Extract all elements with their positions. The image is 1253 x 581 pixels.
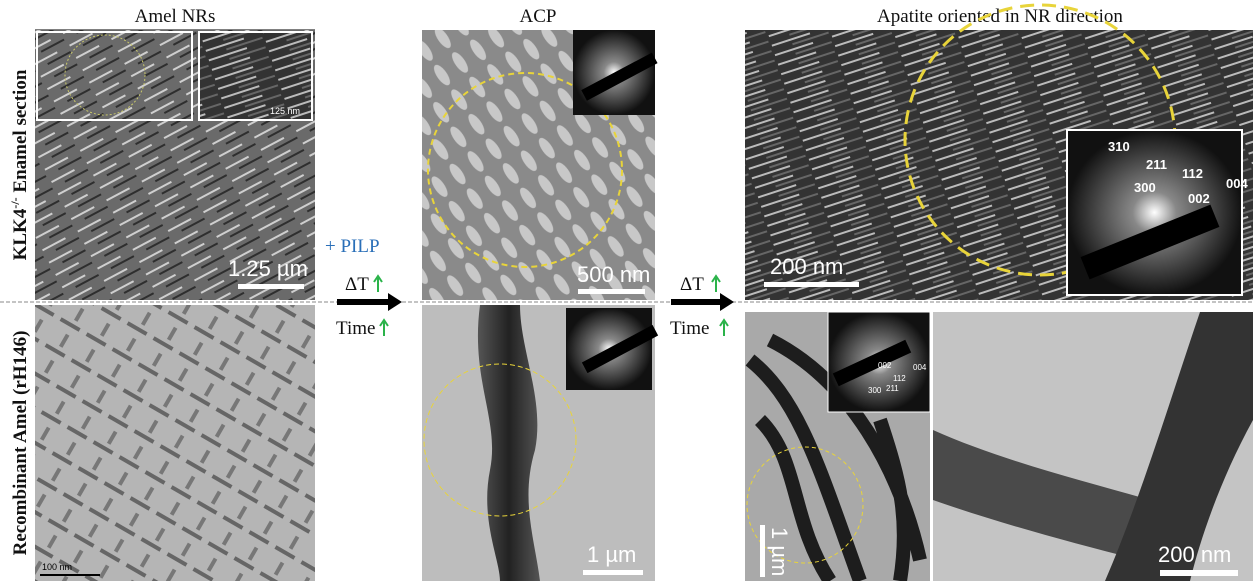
page: Figure {"columns": ["Amel NRs", "ACP", "… xyxy=(0,0,1253,581)
diffraction-label: 211 xyxy=(1146,157,1167,172)
process-arrow xyxy=(671,293,734,311)
scale-bar xyxy=(764,282,859,287)
diffraction-label: 112 xyxy=(893,374,906,383)
body: Amel NRs ACP Apatite oriented in NR dire… xyxy=(0,0,1253,581)
column-title: Amel NRs xyxy=(135,6,216,27)
scale-bar-label: 100 nm xyxy=(42,562,72,572)
column-title: Apatite oriented in NR direction xyxy=(877,6,1123,27)
scale-bar-label: 1 µm xyxy=(767,527,792,576)
figure: Amel NRs ACP Apatite oriented in NR dire… xyxy=(0,0,1253,581)
increase-arrow xyxy=(374,276,382,292)
scale-bar-label: 1 µm xyxy=(587,542,636,567)
diffraction-label: 002 xyxy=(878,361,892,370)
scale-bar xyxy=(238,284,304,289)
micrograph xyxy=(35,305,315,581)
diffraction-label: 211 xyxy=(886,384,899,393)
additive-label: + PILP xyxy=(325,236,380,257)
scale-bar xyxy=(1160,570,1238,576)
temperature-label: ΔT xyxy=(345,274,369,295)
diffraction-label: 112 xyxy=(1182,166,1203,181)
diffraction-inset xyxy=(573,30,655,115)
row-label: Recombinant Amel (rH146) xyxy=(10,331,31,556)
time-label: Time xyxy=(670,318,709,339)
column-title: ACP xyxy=(520,6,557,27)
increase-arrow xyxy=(712,276,720,292)
scale-bar-label: 125 nm xyxy=(270,106,300,116)
scale-bar-label: 200 nm xyxy=(770,254,843,279)
diffraction-label: 300 xyxy=(868,386,882,395)
scale-bar xyxy=(583,570,643,575)
scale-bar xyxy=(578,289,645,294)
row-label-main: KLK4 xyxy=(10,208,31,260)
increase-arrow xyxy=(720,320,728,336)
row-label: KLK4-/- Enamel section xyxy=(8,69,31,260)
scale-bar-label: 1.25 µm xyxy=(228,256,308,281)
scale-bar-label: 200 nm xyxy=(1158,542,1231,567)
scale-bar-label: 500 nm xyxy=(577,262,650,287)
diffraction-label: 004 xyxy=(913,363,927,372)
temperature-label: ΔT xyxy=(680,274,704,295)
scale-bar xyxy=(760,525,765,577)
diffraction-label: 310 xyxy=(1108,139,1130,154)
diffraction-label: 004 xyxy=(1226,176,1248,191)
scale-bar xyxy=(40,574,100,576)
row-label-superscript: -/- xyxy=(8,197,22,208)
diffraction-label: 002 xyxy=(1188,191,1210,206)
inset-image xyxy=(37,32,192,120)
diffraction-label: 300 xyxy=(1134,180,1156,195)
increase-arrow xyxy=(380,320,388,336)
process-arrow xyxy=(337,293,402,311)
time-label: Time xyxy=(336,318,375,339)
row-label-suffix: Enamel section xyxy=(10,69,31,197)
